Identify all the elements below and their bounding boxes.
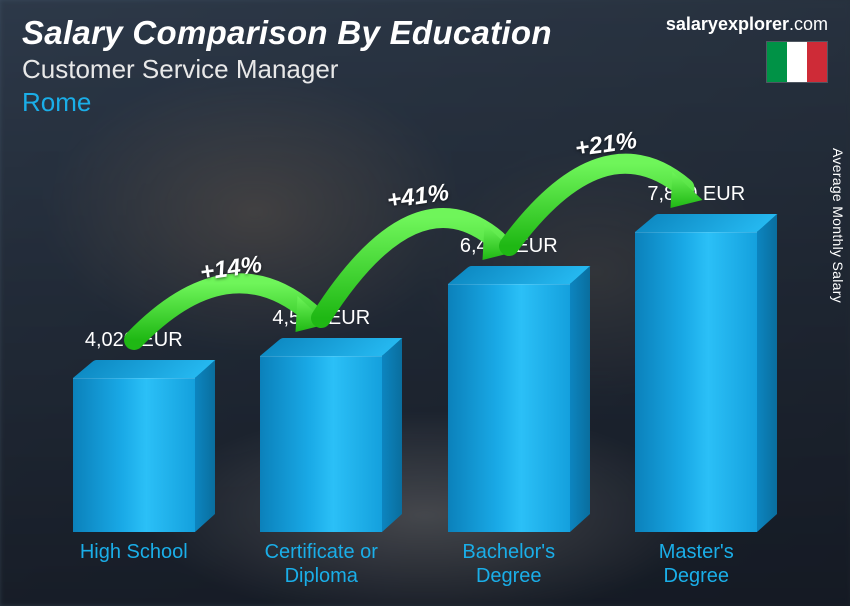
header: Salary Comparison By Education Customer … xyxy=(22,14,828,118)
page-subtitle: Customer Service Manager xyxy=(22,54,552,85)
bar-label: Certificate orDiploma xyxy=(265,540,378,588)
bar-3d xyxy=(635,214,757,532)
flag-stripe-3 xyxy=(807,42,827,82)
bar-chart: 4,020 EUR High School 4,590 EUR Certific… xyxy=(40,140,790,588)
bar-side-face xyxy=(570,266,590,532)
bar-front-face xyxy=(73,378,195,532)
location-label: Rome xyxy=(22,87,552,118)
flag-stripe-1 xyxy=(767,42,787,82)
bar-side-face xyxy=(382,338,402,532)
bar-group: 7,840 EUR Master'sDegree xyxy=(616,183,776,588)
flag-stripe-2 xyxy=(787,42,807,82)
bar-top-face xyxy=(260,338,403,356)
flag-icon xyxy=(766,41,828,83)
brand-bold: salaryexplorer xyxy=(666,14,789,34)
y-axis-label: Average Monthly Salary xyxy=(830,148,846,303)
bar-group: 4,590 EUR Certificate orDiploma xyxy=(241,307,401,588)
bar-label: High School xyxy=(80,540,188,588)
bar-3d xyxy=(448,266,570,532)
bar-side-face xyxy=(195,360,215,532)
bar-value: 7,840 EUR xyxy=(647,183,745,206)
brand-name: salaryexplorer.com xyxy=(666,14,828,35)
bar-3d xyxy=(260,338,382,532)
brand-light: .com xyxy=(789,14,828,34)
bar-value: 4,590 EUR xyxy=(272,307,370,330)
bar-value: 6,470 EUR xyxy=(460,235,558,258)
bar-front-face xyxy=(448,284,570,532)
brand-block: salaryexplorer.com xyxy=(666,14,828,87)
bar-label: Bachelor'sDegree xyxy=(462,540,555,588)
bar-front-face xyxy=(635,232,757,532)
jump-percent-badge: +41% xyxy=(385,179,450,215)
jump-percent-badge: +14% xyxy=(198,251,263,287)
bar-top-face xyxy=(73,360,216,378)
bar-3d xyxy=(73,360,195,532)
bar-value: 4,020 EUR xyxy=(85,329,183,352)
bar-top-face xyxy=(635,214,778,232)
title-block: Salary Comparison By Education Customer … xyxy=(22,14,552,118)
bar-top-face xyxy=(448,266,591,284)
bar-side-face xyxy=(757,214,777,532)
bar-label: Master'sDegree xyxy=(659,540,734,588)
bar-group: 4,020 EUR High School xyxy=(54,329,214,588)
bar-front-face xyxy=(260,356,382,532)
bar-group: 6,470 EUR Bachelor'sDegree xyxy=(429,235,589,588)
page-title: Salary Comparison By Education xyxy=(22,14,552,52)
